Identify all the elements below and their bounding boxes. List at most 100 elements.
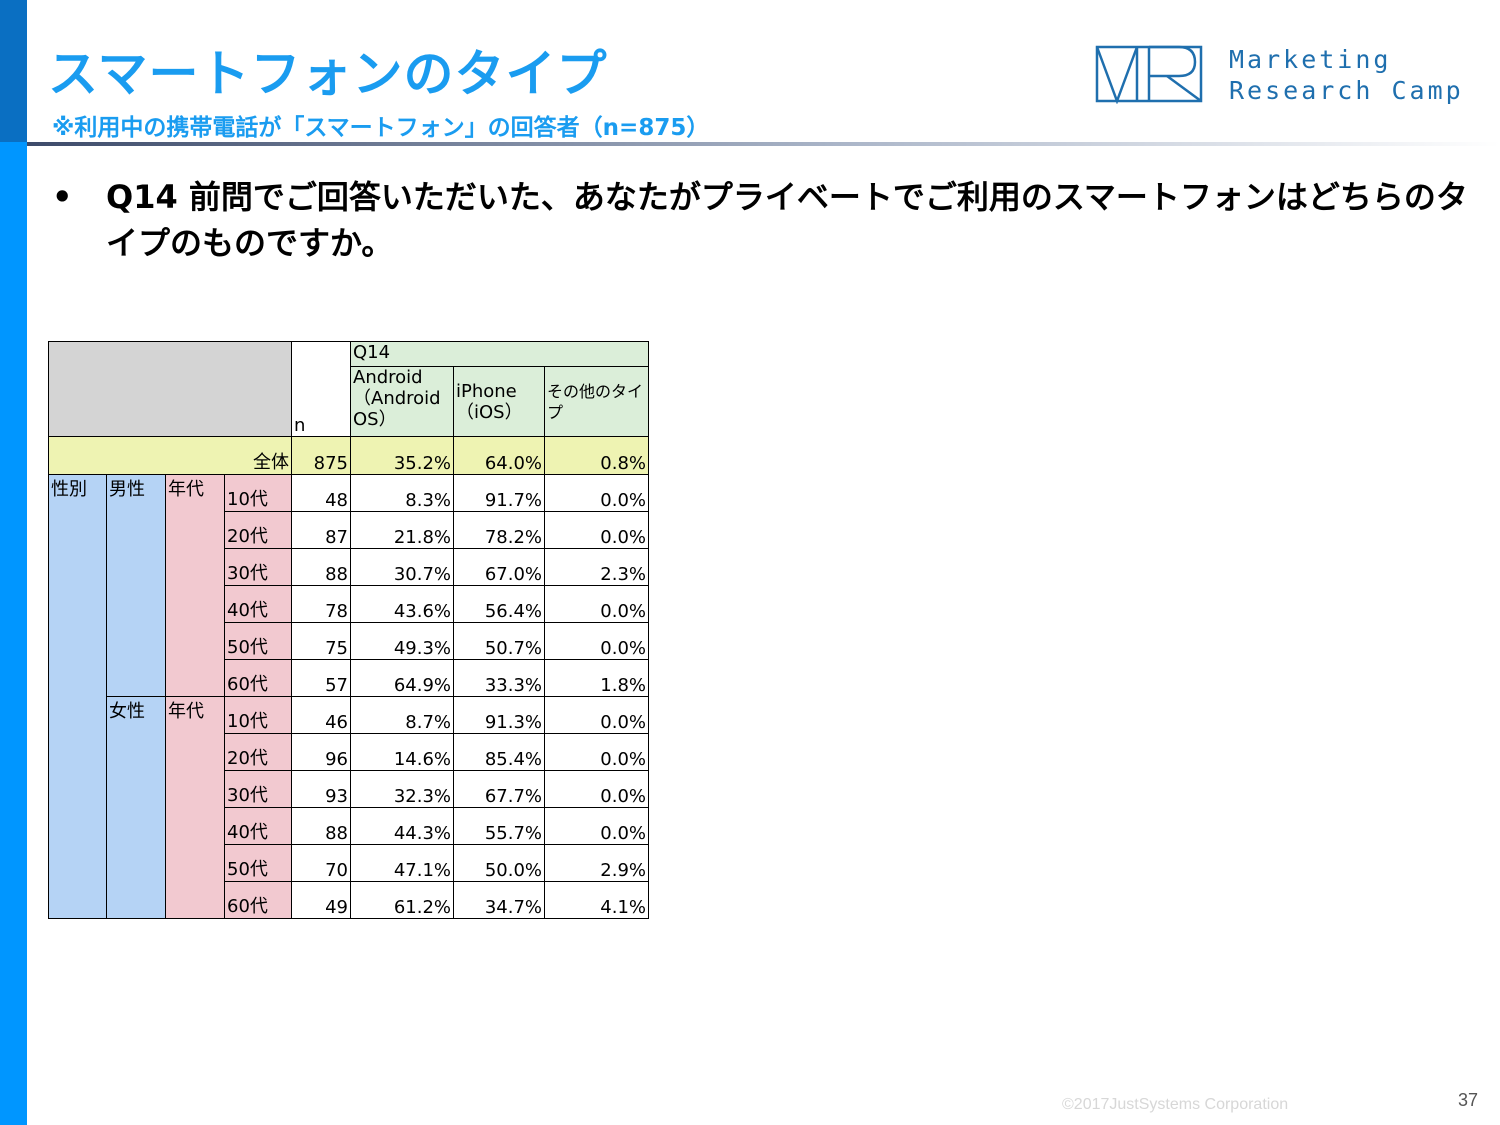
table-row: 50代 70 47.1% 50.0% 2.9%	[49, 844, 649, 882]
page-title: スマートフォンのタイプ	[48, 45, 608, 103]
android-cell: 47.1%	[350, 844, 454, 882]
question-block: • Q14 前問でご回答いただいた、あなたがプライベートでご利用のスマートフォン…	[52, 174, 1482, 266]
logo: Marketing Research Camp	[1095, 44, 1485, 108]
other-cell: 0.0%	[544, 622, 649, 660]
android-cell: 30.7%	[350, 548, 454, 586]
header-iphone: iPhone（iOS）	[453, 366, 545, 437]
table-row: 50代 75 49.3% 50.7% 0.0%	[49, 622, 649, 660]
n-cell: 49	[291, 881, 351, 919]
iphone-cell: 55.7%	[453, 807, 545, 845]
n-cell: 88	[291, 548, 351, 586]
other-cell: 0.0%	[544, 733, 649, 771]
header-n: n	[291, 341, 351, 437]
total-other: 0.8%	[544, 436, 649, 475]
total-label: 全体	[48, 436, 292, 475]
n-cell: 75	[291, 622, 351, 660]
page-number: 37	[1458, 1090, 1479, 1110]
age-group-label: 年代	[165, 474, 225, 697]
gender-label: 女性	[106, 696, 166, 919]
bullet-icon: •	[52, 178, 73, 216]
iphone-cell: 34.7%	[453, 881, 545, 919]
logo-text: Marketing Research Camp	[1229, 44, 1464, 106]
total-android: 35.2%	[350, 436, 454, 475]
other-cell: 0.0%	[544, 511, 649, 549]
age-cell: 30代	[224, 548, 292, 586]
iphone-cell: 67.0%	[453, 548, 545, 586]
gender-label: 男性	[106, 474, 166, 697]
n-cell: 70	[291, 844, 351, 882]
other-cell: 0.0%	[544, 696, 649, 734]
age-cell: 60代	[224, 881, 292, 919]
n-cell: 78	[291, 585, 351, 623]
header-divider	[27, 142, 1500, 146]
n-cell: 57	[291, 659, 351, 697]
android-cell: 43.6%	[350, 585, 454, 623]
age-cell: 30代	[224, 770, 292, 808]
dim-gender-label: 性別	[48, 474, 107, 919]
other-cell: 1.8%	[544, 659, 649, 697]
table-row: 20代 87 21.8% 78.2% 0.0%	[49, 511, 649, 549]
iphone-cell: 91.3%	[453, 696, 545, 734]
table-row: 性別 男性 年代 10代 48 8.3% 91.7% 0.0%	[48, 474, 649, 919]
other-cell: 0.0%	[544, 770, 649, 808]
iphone-cell: 56.4%	[453, 585, 545, 623]
page-subtitle: ※利用中の携帯電話が「スマートフォン」の回答者（n=875）	[52, 115, 710, 141]
iphone-cell: 85.4%	[453, 733, 545, 771]
question-text: Q14 前問でご回答いただいた、あなたがプライベートでご利用のスマートフォンはど…	[106, 178, 1468, 262]
age-cell: 20代	[224, 733, 292, 771]
age-cell: 10代	[224, 696, 292, 734]
sidebar-accent-top	[0, 0, 27, 142]
age-group-label: 年代	[165, 696, 225, 919]
android-cell: 49.3%	[350, 622, 454, 660]
total-n: 875	[291, 436, 351, 475]
n-cell: 93	[291, 770, 351, 808]
other-cell: 2.9%	[544, 844, 649, 882]
android-cell: 61.2%	[350, 881, 454, 919]
table-body: n Q14 Android（Android OS） iPhone（iOS） その…	[48, 341, 649, 919]
n-cell: 46	[291, 696, 351, 734]
table-row: 40代 78 43.6% 56.4% 0.0%	[49, 585, 649, 623]
age-cell: 40代	[224, 807, 292, 845]
age-cell: 10代	[224, 474, 292, 512]
iphone-cell: 91.7%	[453, 474, 545, 512]
other-cell: 0.0%	[544, 807, 649, 845]
other-cell: 2.3%	[544, 548, 649, 586]
iphone-cell: 50.0%	[453, 844, 545, 882]
n-cell: 48	[291, 474, 351, 512]
table-row: 30代 93 32.3% 67.7% 0.0%	[49, 770, 649, 808]
android-cell: 32.3%	[350, 770, 454, 808]
iphone-cell: 78.2%	[453, 511, 545, 549]
age-cell: 60代	[224, 659, 292, 697]
iphone-cell: 33.3%	[453, 659, 545, 697]
android-cell: 8.7%	[350, 696, 454, 734]
n-cell: 96	[291, 733, 351, 771]
other-cell: 0.0%	[544, 474, 649, 512]
android-cell: 44.3%	[350, 807, 454, 845]
android-cell: 64.9%	[350, 659, 454, 697]
copyright: ©2017JustSystems Corporation	[1062, 1096, 1289, 1113]
table-header-row-2: Android（Android OS） iPhone（iOS） その他のタイプ	[49, 366, 649, 437]
other-cell: 0.0%	[544, 585, 649, 623]
android-cell: 21.8%	[350, 511, 454, 549]
logo-line-1: Marketing	[1229, 45, 1392, 74]
table-row: 40代 88 44.3% 55.7% 0.0%	[49, 807, 649, 845]
table-row: 女性 年代 10代 46 8.7% 91.3% 0.0%	[49, 696, 649, 919]
crosstab-table: n Q14 Android（Android OS） iPhone（iOS） その…	[48, 341, 649, 919]
n-cell: 87	[291, 511, 351, 549]
header-android: Android（Android OS）	[350, 366, 454, 437]
header-corner	[48, 341, 292, 437]
age-cell: 50代	[224, 622, 292, 660]
total-iphone: 64.0%	[453, 436, 545, 475]
age-cell: 20代	[224, 511, 292, 549]
age-cell: 50代	[224, 844, 292, 882]
android-cell: 8.3%	[350, 474, 454, 512]
logo-line-2: Research Camp	[1229, 76, 1464, 105]
table-row-total: 全体 875 35.2% 64.0% 0.8%	[48, 436, 649, 475]
sidebar-accent	[0, 142, 27, 1125]
table-row: 20代 96 14.6% 85.4% 0.0%	[49, 733, 649, 771]
iphone-cell: 67.7%	[453, 770, 545, 808]
iphone-cell: 50.7%	[453, 622, 545, 660]
header-q14: Q14	[350, 341, 649, 367]
android-cell: 14.6%	[350, 733, 454, 771]
table-row: 30代 88 30.7% 67.0% 2.3%	[49, 548, 649, 586]
